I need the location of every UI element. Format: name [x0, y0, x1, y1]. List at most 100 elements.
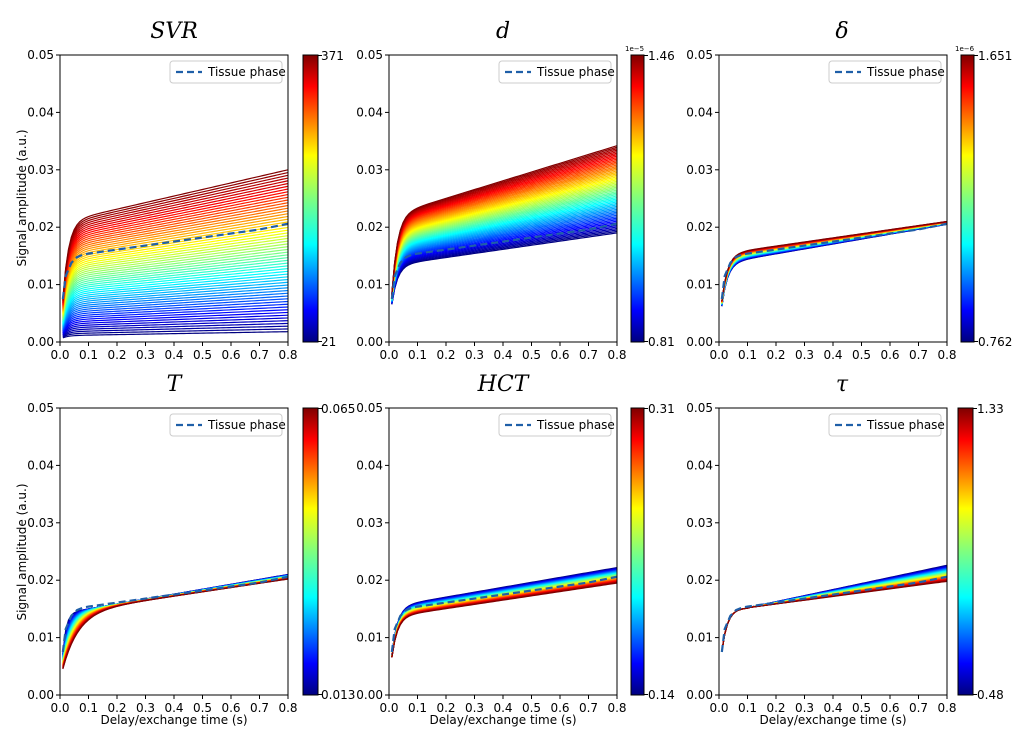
data-line — [391, 205, 618, 302]
x-tick-label: 0.1 — [79, 348, 98, 362]
data-line — [62, 331, 289, 339]
data-line — [391, 193, 618, 300]
data-line — [62, 259, 289, 321]
data-line — [62, 218, 289, 312]
data-line — [62, 265, 289, 323]
x-tick-label: 0.0 — [709, 348, 728, 362]
x-tick-label: 0.6 — [221, 348, 240, 362]
chart-panel-tau: τ Delay/exchange time (s) 1.33 0.48 0.0 0… — [686, 372, 1003, 727]
data-line — [721, 580, 948, 652]
data-line — [62, 235, 289, 315]
curve-family — [62, 169, 289, 339]
curve-family — [391, 145, 618, 305]
y-tick-label: 0.02 — [356, 573, 383, 587]
chart-title: T — [167, 372, 184, 397]
x-tick-label: 0.5 — [852, 701, 871, 715]
x-tick-label: 0.2 — [107, 348, 126, 362]
x-tick-label: 0.6 — [880, 348, 899, 362]
data-line — [62, 298, 289, 331]
data-line — [62, 303, 289, 332]
y-tick-label: 0.03 — [27, 516, 54, 530]
chart-panel-svr: SVR Signal amplitude (a.u.) 371 21 0.0 0.… — [15, 19, 344, 362]
data-line — [391, 146, 618, 294]
chart-panel-t: T Signal amplitude (a.u.) Delay/exchange… — [15, 372, 355, 727]
data-line — [62, 243, 289, 317]
data-line — [62, 311, 289, 334]
colorbar-max-label: 1.33 — [977, 402, 1004, 416]
chart-title: d — [496, 19, 510, 44]
y-tick-label: 0.00 — [686, 335, 713, 349]
x-tick-label: 0.8 — [607, 348, 626, 362]
tissue-phase-line — [720, 222, 948, 300]
y-tick-label: 0.03 — [356, 163, 383, 177]
colorbar — [630, 54, 645, 343]
colorbar-min-label: 0.81 — [648, 335, 675, 349]
data-line — [62, 314, 289, 335]
x-tick-label: 0.4 — [493, 348, 512, 362]
x-tick-label: 0.2 — [766, 348, 785, 362]
x-tick-label: 0.1 — [738, 348, 757, 362]
x-tick-label: 0.4 — [823, 701, 842, 715]
y-tick-label: 0.04 — [27, 458, 54, 472]
data-line — [391, 167, 618, 297]
legend-label: Tissue phase — [207, 65, 286, 79]
y-tick-label: 0.00 — [686, 688, 713, 702]
data-line — [62, 328, 289, 338]
data-line — [391, 183, 618, 299]
chart-title: SVR — [150, 19, 198, 44]
data-line — [391, 152, 618, 295]
data-line — [62, 199, 289, 307]
colorbar-max-label: 1.651 — [978, 49, 1012, 63]
x-tick-label: 0.3 — [795, 701, 814, 715]
y-tick-label: 0.02 — [686, 220, 713, 234]
data-line — [391, 216, 618, 303]
legend-box — [828, 413, 942, 437]
data-line — [391, 173, 618, 298]
x-axis-label: Delay/exchange time (s) — [100, 713, 247, 727]
x-tick-label: 0.2 — [436, 348, 455, 362]
data-line — [391, 170, 618, 297]
data-line — [391, 174, 618, 298]
x-tick-label: 0.6 — [221, 701, 240, 715]
colorbar-max-label: 1.46 — [648, 49, 675, 63]
x-tick-label: 0.2 — [436, 701, 455, 715]
plot-area — [719, 408, 947, 695]
colorbar-min-label: 21 — [321, 335, 336, 349]
colorbar-max-label: 0.31 — [648, 402, 675, 416]
x-tick-label: 0.0 — [379, 348, 398, 362]
data-line — [391, 158, 618, 296]
x-tick-label: 0.6 — [880, 701, 899, 715]
tissue-phase-line — [390, 575, 618, 653]
data-line — [391, 227, 618, 304]
colorbar-min-label: 0.013 — [321, 688, 355, 702]
data-line — [62, 273, 289, 325]
data-line — [391, 168, 618, 297]
x-tick-label: 0.3 — [465, 348, 484, 362]
data-line — [62, 317, 289, 335]
x-tick-label: 0.3 — [136, 701, 155, 715]
legend-label: Tissue phase — [207, 418, 286, 432]
data-line — [62, 254, 289, 320]
data-line — [62, 300, 289, 331]
x-tick-label: 0.8 — [278, 348, 297, 362]
data-line — [62, 270, 289, 324]
data-line — [62, 196, 289, 306]
data-line — [391, 214, 618, 303]
data-line — [391, 201, 618, 301]
y-tick-label: 0.00 — [356, 335, 383, 349]
data-line — [391, 207, 618, 302]
data-line — [391, 229, 618, 305]
data-line — [391, 151, 618, 295]
data-line — [62, 171, 289, 300]
colorbar — [302, 54, 319, 343]
data-line — [391, 185, 618, 299]
x-tick-label: 0.2 — [766, 701, 785, 715]
data-line — [62, 281, 289, 327]
x-tick-label: 0.3 — [465, 701, 484, 715]
data-line — [62, 295, 289, 330]
data-line — [391, 210, 618, 302]
data-line — [62, 287, 289, 328]
tissue-phase-line — [61, 222, 289, 300]
data-line — [62, 278, 289, 326]
data-line — [391, 582, 618, 658]
